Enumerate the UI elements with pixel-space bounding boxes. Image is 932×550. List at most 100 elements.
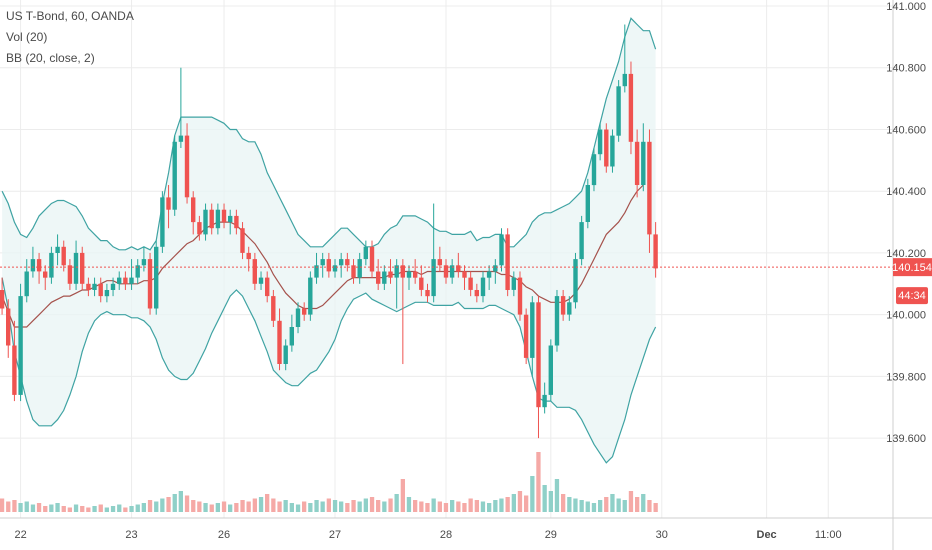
candle: [591, 147, 597, 192]
volume-bar: [123, 507, 128, 512]
volume-bar: [332, 500, 338, 512]
candle-body: [61, 246, 66, 266]
candle-body: [271, 296, 276, 321]
candle-body: [591, 154, 597, 186]
volume-bar: [61, 506, 66, 512]
candle: [221, 203, 227, 229]
volume-bar: [363, 498, 368, 512]
volume-bar: [536, 452, 541, 512]
candle: [98, 277, 103, 303]
candle: [67, 259, 73, 290]
candle: [215, 203, 221, 235]
candle-body: [437, 259, 442, 266]
volume-bar: [394, 494, 399, 512]
candle-body: [240, 228, 245, 253]
candle-body: [585, 185, 590, 222]
candle-body: [554, 296, 560, 346]
candle: [129, 259, 134, 290]
time-axis[interactable]: 22 23 26 27 28 29 30 Dec 11:00: [14, 529, 841, 541]
legend-volume[interactable]: Vol (20): [6, 30, 48, 44]
candle-body: [283, 345, 288, 364]
candle-body: [628, 73, 634, 142]
candle-body: [413, 271, 418, 278]
candle-body: [49, 252, 54, 278]
candle-body: [80, 252, 85, 284]
candlesticks: [0, 24, 658, 439]
candle-body: [98, 283, 103, 297]
volume-bar: [271, 498, 276, 512]
volume-bar: [141, 503, 146, 512]
volume-bar: [610, 494, 615, 512]
bollinger-band-fill: [2, 18, 656, 463]
candle-body: [604, 129, 609, 167]
volume-bar: [616, 498, 621, 512]
volume-bar: [425, 503, 430, 512]
volume-bar: [573, 498, 578, 512]
legend-symbol[interactable]: US T-Bond, 60, OANDA: [6, 9, 134, 23]
candle: [622, 24, 627, 93]
candle: [80, 246, 85, 290]
candle: [351, 259, 356, 284]
volume-bar: [215, 503, 220, 512]
candle: [634, 129, 640, 198]
candle-body: [228, 215, 233, 223]
candle: [604, 123, 609, 173]
volume-bar: [295, 504, 301, 512]
candle: [326, 252, 331, 278]
time-tick-label: 28: [440, 529, 452, 541]
legend-bollinger[interactable]: BB (20, close, 2): [6, 51, 95, 65]
bollinger-upper-line: [1, 17, 657, 251]
volume-bar: [258, 497, 264, 512]
candle-body: [0, 290, 5, 309]
candle-body: [449, 265, 455, 278]
candle-body: [117, 277, 122, 284]
candle: [443, 259, 449, 284]
price-tick-label: 139.800: [886, 371, 926, 383]
candle-body: [86, 283, 91, 290]
candle: [616, 80, 621, 142]
candle: [18, 283, 23, 402]
volume-bar: [240, 500, 245, 512]
volume-bar: [548, 491, 553, 512]
volume-bar: [36, 503, 42, 512]
volume-bar: [653, 503, 658, 512]
candle: [265, 271, 270, 303]
candle-body: [252, 259, 257, 284]
candle-body: [24, 271, 29, 297]
volume-bar: [591, 503, 597, 512]
time-tick-label: 27: [329, 529, 341, 541]
candle: [548, 339, 553, 402]
volume-bar: [129, 506, 134, 512]
volume-bar: [67, 507, 72, 512]
time-tick-label: 29: [545, 529, 557, 541]
volume-bar: [18, 503, 23, 512]
candle: [517, 271, 523, 321]
candle: [406, 265, 412, 290]
candle: [431, 203, 436, 303]
candle-body: [154, 246, 159, 309]
candle-body: [474, 290, 479, 297]
price-axis[interactable]: 139.600 139.800 140.000 140.200 140.400 140.6…: [886, 1, 926, 445]
candle: [314, 252, 319, 284]
time-tick-label: 22: [14, 529, 26, 541]
volume-bar: [376, 500, 381, 512]
candle-body: [129, 277, 134, 284]
candle: [425, 283, 430, 303]
time-tick-label: 23: [125, 529, 137, 541]
volume-bar: [135, 504, 140, 512]
candle-body: [209, 209, 214, 229]
candle: [474, 283, 479, 303]
volume-bar: [443, 503, 449, 512]
candle-body: [203, 209, 208, 235]
candle-body: [511, 277, 516, 290]
candle: [357, 252, 362, 284]
bar-countdown-badge: 44:34: [896, 287, 928, 305]
candle: [413, 259, 418, 284]
candle-body: [419, 277, 424, 290]
candle-body: [456, 265, 461, 272]
candle: [610, 129, 615, 173]
volume-bar: [480, 501, 486, 512]
candle-body: [622, 73, 627, 87]
candle: [283, 339, 288, 371]
